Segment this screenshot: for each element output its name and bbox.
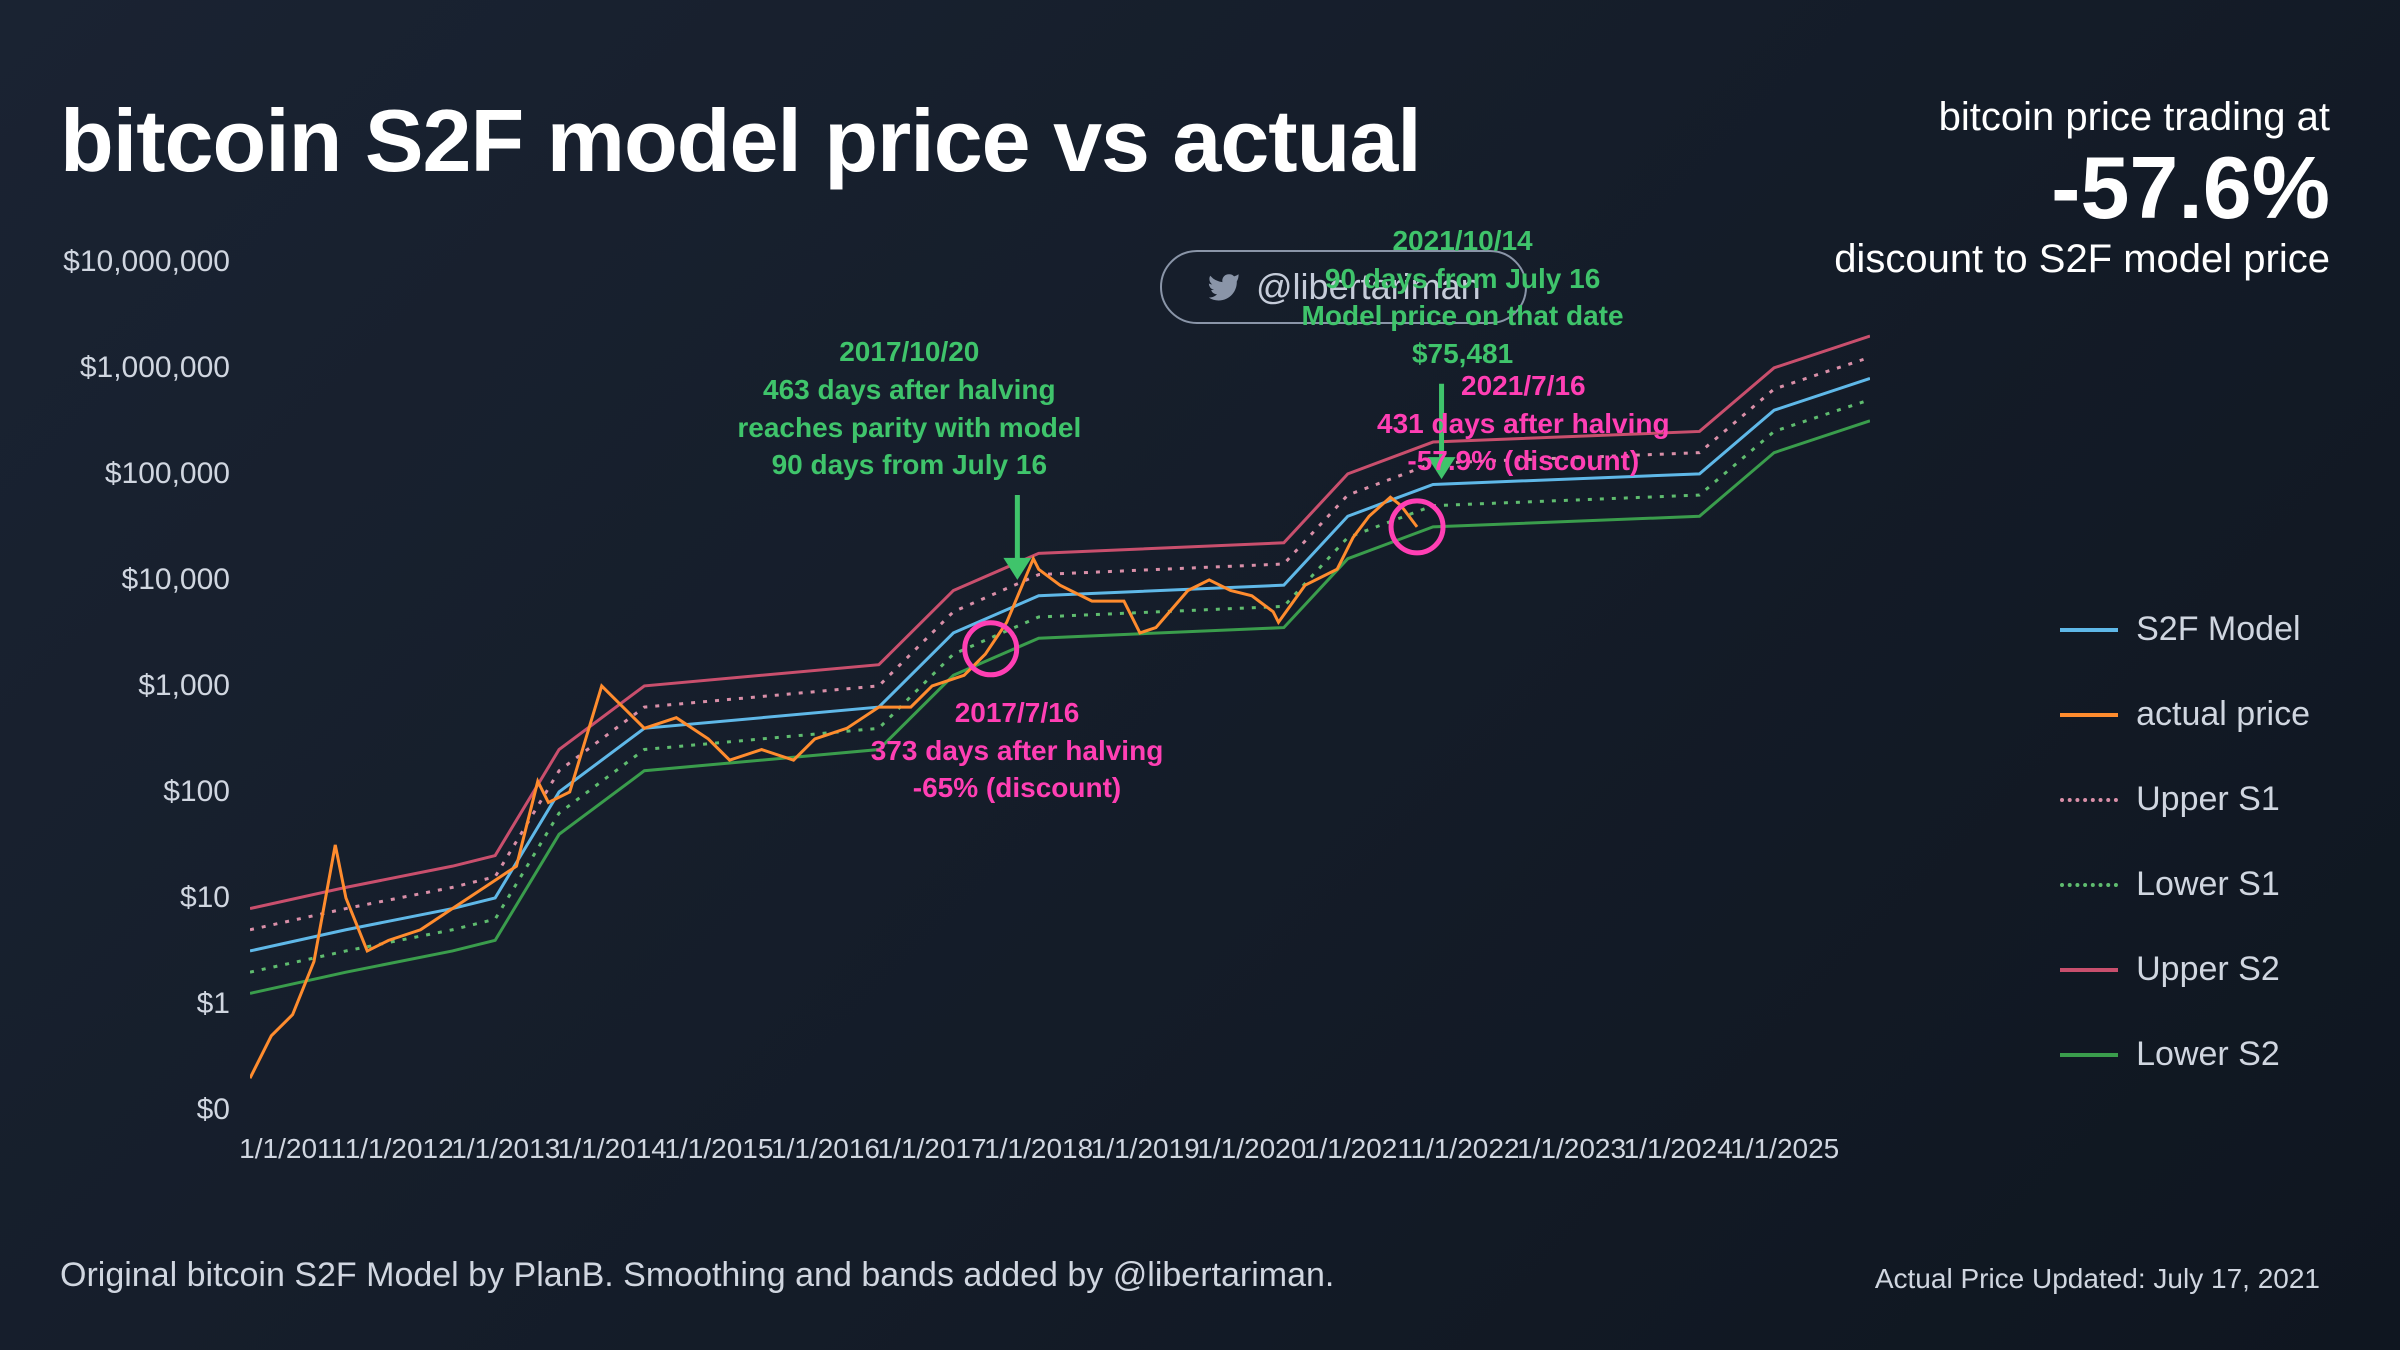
- annotation-green: 2017/10/20463 days after halvingreaches …: [737, 333, 1081, 484]
- legend-label: Lower S2: [2136, 1035, 2280, 1074]
- y-axis-tick: $1: [197, 987, 230, 1021]
- x-axis-tick: 1/1/2024: [1624, 1133, 1733, 1165]
- y-axis-tick: $100: [163, 775, 230, 809]
- legend-label: Lower S1: [2136, 865, 2280, 904]
- y-axis-tick: $1,000: [138, 669, 230, 703]
- x-axis-tick: 1/1/2019: [1091, 1133, 1200, 1165]
- footer-updated: Actual Price Updated: July 17, 2021: [1875, 1263, 2320, 1295]
- annotation-magenta: 2017/7/16373 days after halving-65% (dis…: [871, 694, 1164, 807]
- legend-item: S2F Model: [2060, 610, 2310, 649]
- y-axis-tick: $100,000: [105, 457, 230, 491]
- x-axis-tick: 1/1/2020: [1197, 1133, 1306, 1165]
- annotation-green: 2021/10/1490 days from July 16Model pric…: [1302, 222, 1624, 373]
- x-axis-tick: 1/1/2012: [345, 1133, 454, 1165]
- annotation-magenta: 2021/7/16431 days after halving-57.9% (d…: [1377, 367, 1670, 480]
- header-percent: -57.6%: [1834, 140, 2330, 237]
- x-axis-tick: 1/1/2022: [1411, 1133, 1520, 1165]
- x-axis-tick: 1/1/2011: [239, 1133, 346, 1165]
- x-axis-tick: 1/1/2017: [878, 1133, 987, 1165]
- x-axis-tick: 1/1/2025: [1730, 1133, 1839, 1165]
- legend-label: Upper S1: [2136, 780, 2280, 819]
- legend-label: Upper S2: [2136, 950, 2280, 989]
- header-discount-block: bitcoin price trading at -57.6% discount…: [1834, 95, 2330, 282]
- y-axis-tick: $10: [180, 881, 230, 915]
- legend-item: Lower S2: [2060, 1035, 2310, 1074]
- legend-item: Lower S1: [2060, 865, 2310, 904]
- legend-swatch: [2060, 968, 2118, 972]
- x-axis-tick: 1/1/2015: [664, 1133, 773, 1165]
- x-axis-tick: 1/1/2016: [771, 1133, 880, 1165]
- header-line1: bitcoin price trading at: [1834, 95, 2330, 140]
- y-axis-tick: $10,000,000: [63, 245, 230, 279]
- legend-label: actual price: [2136, 695, 2310, 734]
- legend-swatch: [2060, 798, 2118, 802]
- chart-legend: S2F Model actual price Upper S1 Lower S1 Upp…: [2060, 610, 2310, 1120]
- legend-item: Upper S1: [2060, 780, 2310, 819]
- legend-swatch: [2060, 628, 2118, 632]
- legend-swatch: [2060, 713, 2118, 717]
- legend-item: actual price: [2060, 695, 2310, 734]
- x-axis-tick: 1/1/2021: [1304, 1133, 1413, 1165]
- y-axis-tick: $10,000: [122, 563, 230, 597]
- footer-attribution: Original bitcoin S2F Model by PlanB. Smo…: [60, 1256, 1334, 1295]
- y-axis-tick: $1,000,000: [80, 351, 230, 385]
- legend-swatch: [2060, 883, 2118, 887]
- legend-swatch: [2060, 1053, 2118, 1057]
- x-axis-tick: 1/1/2014: [558, 1133, 667, 1165]
- header-line3: discount to S2F model price: [1834, 237, 2330, 282]
- y-axis-tick: $0: [197, 1093, 230, 1127]
- x-axis-tick: 1/1/2018: [984, 1133, 1093, 1165]
- x-axis-tick: 1/1/2023: [1517, 1133, 1626, 1165]
- legend-item: Upper S2: [2060, 950, 2310, 989]
- chart-title: bitcoin S2F model price vs actual: [60, 90, 1421, 192]
- x-axis-tick: 1/1/2013: [451, 1133, 560, 1165]
- legend-label: S2F Model: [2136, 610, 2300, 649]
